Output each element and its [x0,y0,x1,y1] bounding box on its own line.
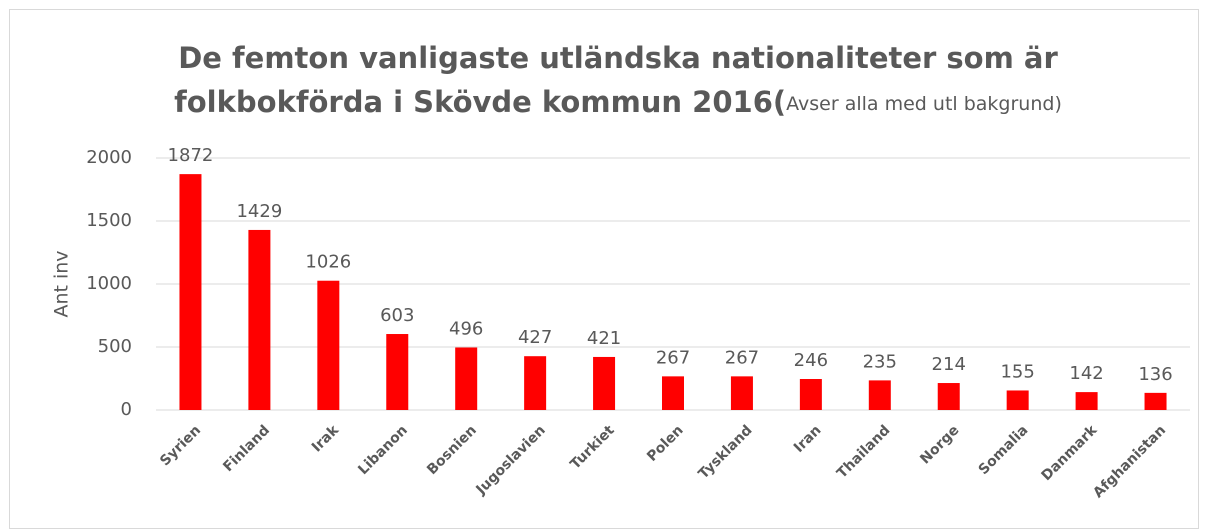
chart-border [9,9,1199,529]
y-tick-label: 2000 [86,147,132,168]
bar [1144,392,1167,410]
bar [799,379,822,410]
data-label: 246 [794,350,828,371]
chart-title-line: De femton vanligaste utländska nationali… [178,41,1058,75]
y-tick-label: 1500 [86,210,132,231]
data-label: 427 [518,327,552,348]
data-label: 155 [1000,361,1034,382]
data-label: 235 [863,351,897,372]
bar [386,334,409,410]
data-label: 1429 [236,201,282,222]
data-label: 1026 [305,252,351,273]
chart-title-line: folkbokförda i Skövde kommun 2016( [174,85,786,119]
bar [868,380,891,410]
y-tick-label: 1000 [86,273,132,294]
bar [1075,392,1098,410]
y-tick-label: 0 [121,399,132,420]
data-label: 142 [1069,363,1103,384]
data-label: 267 [725,347,759,368]
chart-title-line: folkbokförda i Skövde kommun 2016(Avser … [174,85,1062,119]
bar [593,356,616,410]
data-label: 1872 [168,145,214,166]
bar [730,376,753,410]
data-label: 603 [380,305,414,326]
bar [317,280,340,410]
y-axis-label: Ant inv [51,250,73,317]
data-label: 421 [587,328,621,349]
data-label: 136 [1138,364,1172,385]
bar [455,347,478,410]
y-tick-label: 500 [98,336,132,357]
bar [524,356,547,410]
bar [179,174,202,410]
bar [937,383,960,410]
data-label: 267 [656,347,690,368]
bar [248,229,271,410]
bar [1006,390,1029,410]
chart-subtitle: Avser alla med utl bakgrund) [786,93,1062,115]
data-label: 214 [932,354,966,375]
data-label: 496 [449,319,483,340]
bar [662,376,684,410]
